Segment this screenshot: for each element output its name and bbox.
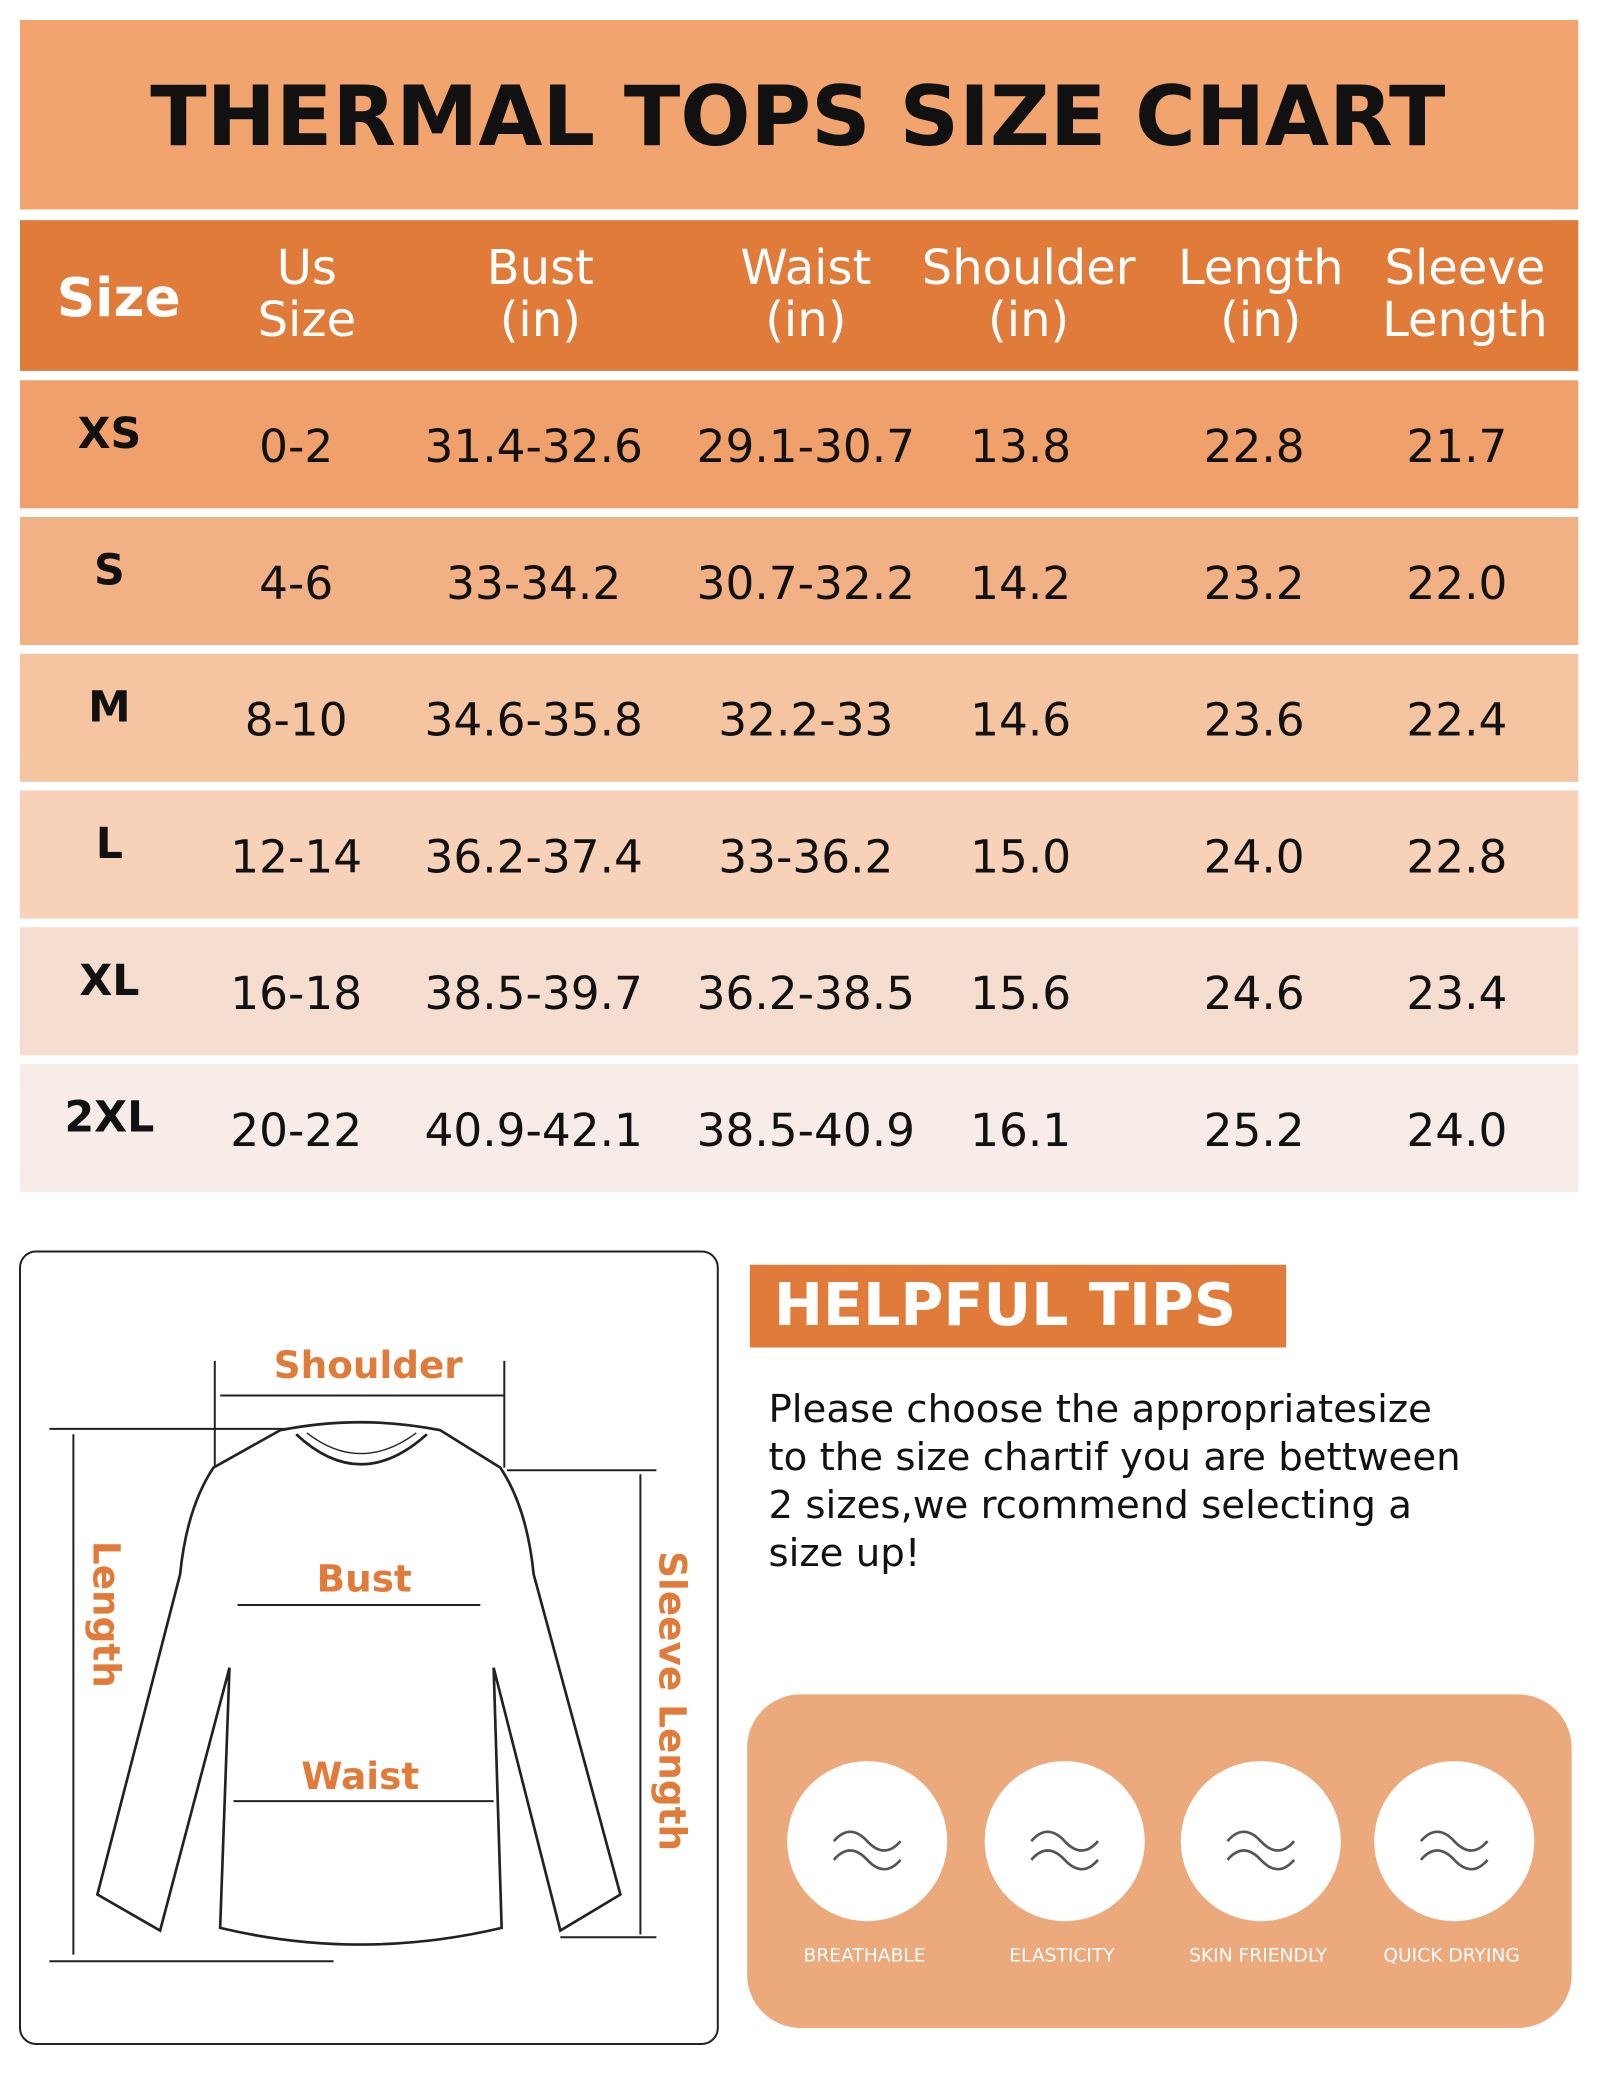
table-cell: 23.2 xyxy=(1204,557,1305,610)
diagram-labels: Shoulder Bust Waist Length Sleeve Length xyxy=(85,1343,695,1851)
table-row xyxy=(20,927,1579,1056)
table-cell: 36.2-38.5 xyxy=(697,967,915,1020)
header-cell: Length xyxy=(1382,292,1548,348)
table-cell: 16.1 xyxy=(970,1104,1071,1157)
size-cell: L xyxy=(96,819,123,869)
feature-glyph xyxy=(1226,1830,1296,1871)
table-cell: 22.0 xyxy=(1406,557,1507,610)
table-cell: 36.2-37.4 xyxy=(424,830,642,883)
feature-label: BREATHABLE xyxy=(804,1945,926,1966)
header-cell: Size xyxy=(57,266,181,329)
tip-line: to the size chartif you are bettween xyxy=(768,1435,1460,1480)
table-cell: 22.8 xyxy=(1406,830,1507,883)
feature-label: QUICK DRYING xyxy=(1383,1945,1519,1966)
waist-label: Waist xyxy=(301,1754,419,1798)
header-cell: (in) xyxy=(765,292,846,348)
table-cell: 25.2 xyxy=(1204,1104,1305,1157)
header-cell: (in) xyxy=(500,292,581,348)
bust-label: Bust xyxy=(317,1557,412,1601)
measure-lines xyxy=(49,1360,657,1963)
table-cell: 29.1-30.7 xyxy=(697,420,915,473)
table-cell: 33-34.2 xyxy=(446,557,621,610)
table-cell: 4-6 xyxy=(259,557,333,610)
table-cell: 16-18 xyxy=(230,967,362,1020)
tips-title-band xyxy=(749,1264,1287,1348)
table-cell: 12-14 xyxy=(230,830,362,883)
table-cell: 14.2 xyxy=(970,557,1071,610)
shoulder-label: Shoulder xyxy=(274,1343,464,1387)
table-cell: 38.5-39.7 xyxy=(424,967,642,1020)
table-cell: 20-22 xyxy=(230,1104,362,1157)
table-cell: 22.8 xyxy=(1204,420,1305,473)
table-cell: 22.4 xyxy=(1406,694,1507,747)
table-cell: 24.0 xyxy=(1204,830,1305,883)
title-band xyxy=(20,20,1579,210)
tip-line: 2 sizes,we rcommend selecting a xyxy=(768,1483,1411,1528)
tip-line: Please choose the appropriatesize xyxy=(768,1387,1431,1432)
header-cell: (in) xyxy=(988,292,1069,348)
feature-glyph xyxy=(832,1830,902,1871)
feature-label: SKIN FRIENDLY xyxy=(1189,1945,1328,1966)
table-cell: 23.4 xyxy=(1406,967,1507,1020)
table-cell: 15.0 xyxy=(970,830,1071,883)
length-label: Length xyxy=(85,1541,129,1688)
table-cell: 32.2-33 xyxy=(718,694,893,747)
tips-title: HELPFUL TIPS xyxy=(774,1271,1236,1339)
size-cell: S xyxy=(94,546,125,596)
table-cell: 23.6 xyxy=(1204,694,1305,747)
table-cell: 0-2 xyxy=(259,420,333,473)
table-cell: 8-10 xyxy=(245,694,348,747)
table-cell: 40.9-42.1 xyxy=(424,1104,642,1157)
header-cell: (in) xyxy=(1220,292,1301,348)
table-row xyxy=(20,653,1579,782)
header-cell: Length xyxy=(1178,240,1344,296)
header-row xyxy=(20,220,1579,371)
header-cell: Us xyxy=(277,240,337,296)
title: THERMAL TOPS SIZE CHART xyxy=(150,68,1445,165)
feature-glyph xyxy=(1419,1830,1489,1871)
shirt xyxy=(95,1420,622,1946)
sleeve-label: Sleeve Length xyxy=(650,1551,694,1851)
table-row xyxy=(20,517,1579,646)
size-cell: XL xyxy=(79,956,139,1006)
header-cell: Bust xyxy=(487,240,594,296)
size-cell: 2XL xyxy=(64,1093,154,1143)
diagram-box xyxy=(19,1250,719,2045)
feature-glyph xyxy=(1030,1830,1100,1871)
table-row xyxy=(20,790,1579,919)
tip-line: size up! xyxy=(768,1531,920,1576)
table-cell: 38.5-40.9 xyxy=(697,1104,915,1157)
table-cell: 30.7-32.2 xyxy=(697,557,915,610)
table-cell: 31.4-32.6 xyxy=(424,420,642,473)
header-cell: Size xyxy=(258,292,357,348)
table-cell: 21.7 xyxy=(1406,420,1507,473)
header-cell: Shoulder xyxy=(922,240,1136,296)
table-cell: 14.6 xyxy=(970,694,1071,747)
table-cell: 15.6 xyxy=(970,967,1071,1020)
size-cell: XS xyxy=(78,409,142,459)
table-cell: 33-36.2 xyxy=(718,830,893,883)
feature-label: ELASTICITY xyxy=(1009,1945,1115,1966)
table-cell: 24.0 xyxy=(1406,1104,1507,1157)
size-cell: M xyxy=(88,682,130,732)
features-panel xyxy=(747,1694,1572,2028)
table-row xyxy=(20,380,1579,509)
table-cell: 34.6-35.8 xyxy=(424,694,642,747)
header-cell: Waist xyxy=(740,240,871,296)
table-cell: 13.8 xyxy=(970,420,1071,473)
header-cell: Sleeve xyxy=(1384,240,1545,296)
table-row xyxy=(20,1064,1579,1193)
table-cell: 24.6 xyxy=(1204,967,1305,1020)
